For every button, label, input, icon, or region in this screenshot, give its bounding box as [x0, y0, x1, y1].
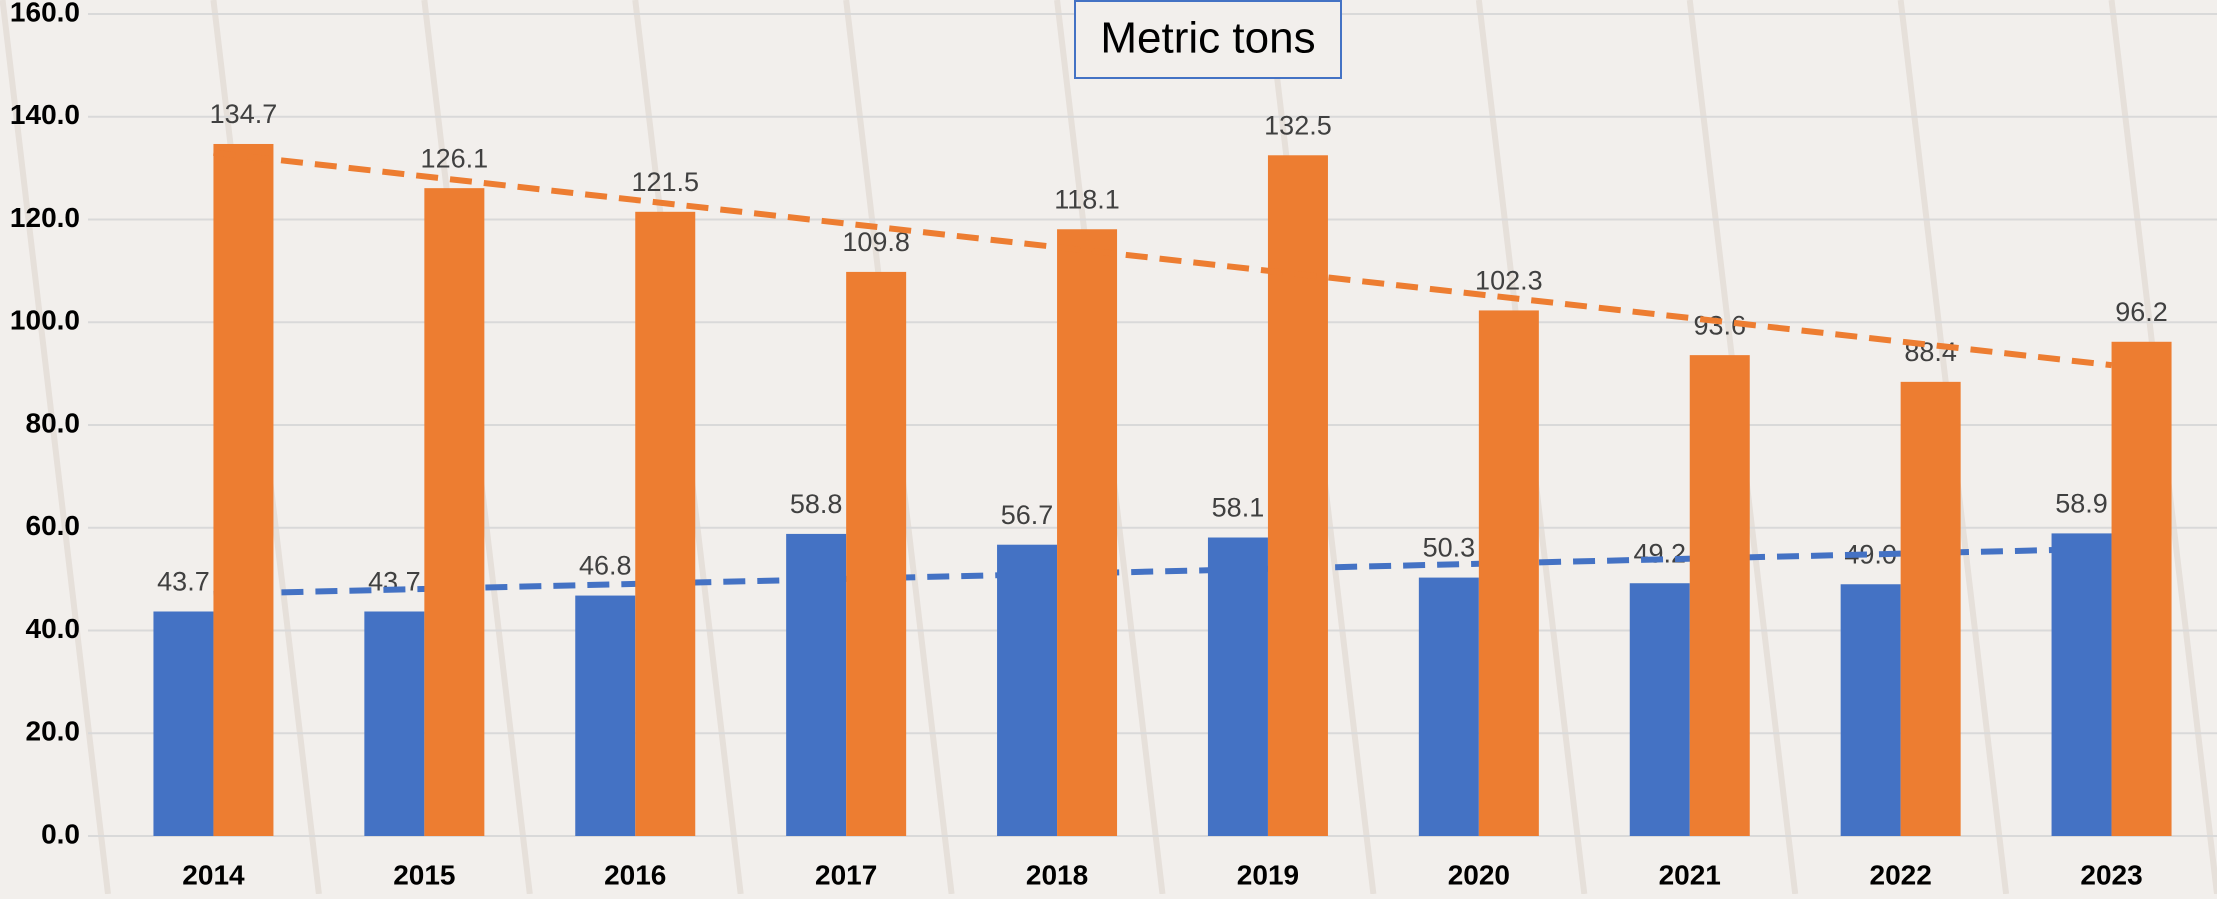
- data-label: 46.8: [579, 551, 632, 581]
- bar: [846, 271, 907, 837]
- bar: [1207, 537, 1268, 836]
- y-tick-label: 120.0: [10, 202, 80, 233]
- bar: [364, 611, 425, 836]
- data-label: 58.8: [790, 489, 843, 519]
- y-tick-label: 20.0: [26, 716, 81, 747]
- trendline: [213, 545, 2112, 597]
- y-tick-label: 100.0: [10, 305, 80, 336]
- data-label: 58.1: [1212, 493, 1265, 523]
- data-label: 118.1: [1054, 184, 1120, 214]
- bar: [1840, 584, 1901, 836]
- data-label: 121.5: [631, 167, 699, 197]
- y-tick-label: 0.0: [41, 818, 80, 849]
- data-label: 43.7: [157, 567, 210, 597]
- x-tick-label: 2021: [1659, 859, 1721, 890]
- data-label: 96.2: [2115, 297, 2168, 327]
- y-tick-label: 140.0: [10, 99, 80, 130]
- bar: [1057, 229, 1118, 837]
- x-tick-label: 2016: [604, 859, 666, 890]
- x-tick-label: 2018: [1026, 859, 1088, 890]
- bar: [1478, 310, 1539, 837]
- background-line: [0, 0, 111, 895]
- bar: [424, 188, 485, 836]
- x-tick-label: 2023: [2080, 859, 2142, 890]
- data-label: 126.1: [421, 143, 489, 173]
- x-tick-label: 2019: [1237, 859, 1299, 890]
- x-tick-label: 2015: [393, 859, 455, 890]
- data-label: 102.3: [1475, 266, 1543, 296]
- x-tick-label: 2014: [182, 859, 245, 890]
- y-tick-label: 60.0: [26, 510, 81, 541]
- bar: [213, 143, 274, 836]
- bar: [2051, 533, 2112, 836]
- data-label: 134.7: [210, 99, 278, 129]
- bar: [1418, 577, 1479, 836]
- y-tick-label: 80.0: [26, 407, 81, 438]
- chart-title: Metric tons: [1100, 14, 1315, 63]
- x-tick-label: 2022: [1870, 859, 1932, 890]
- data-label: 132.5: [1264, 110, 1332, 140]
- bar: [1900, 381, 1961, 836]
- trendline: [213, 149, 2112, 369]
- y-tick-label: 40.0: [26, 613, 81, 644]
- bar: [1629, 583, 1690, 836]
- bar: [1267, 155, 1328, 836]
- bar: [997, 544, 1058, 836]
- bar: [786, 533, 847, 836]
- bar: [1689, 355, 1750, 836]
- data-label: 56.7: [1001, 500, 1054, 530]
- data-label: 58.9: [2055, 489, 2108, 519]
- bar: [635, 211, 696, 836]
- data-label: 49.2: [1633, 538, 1686, 568]
- title-box: [1074, 0, 1342, 79]
- bar: [2111, 341, 2172, 836]
- x-tick-label: 2017: [815, 859, 877, 890]
- y-tick-label: 160.0: [10, 0, 80, 27]
- bar: [153, 611, 214, 836]
- x-tick-label: 2020: [1448, 859, 1510, 890]
- bar: [575, 595, 636, 836]
- data-label: 50.3: [1423, 533, 1476, 563]
